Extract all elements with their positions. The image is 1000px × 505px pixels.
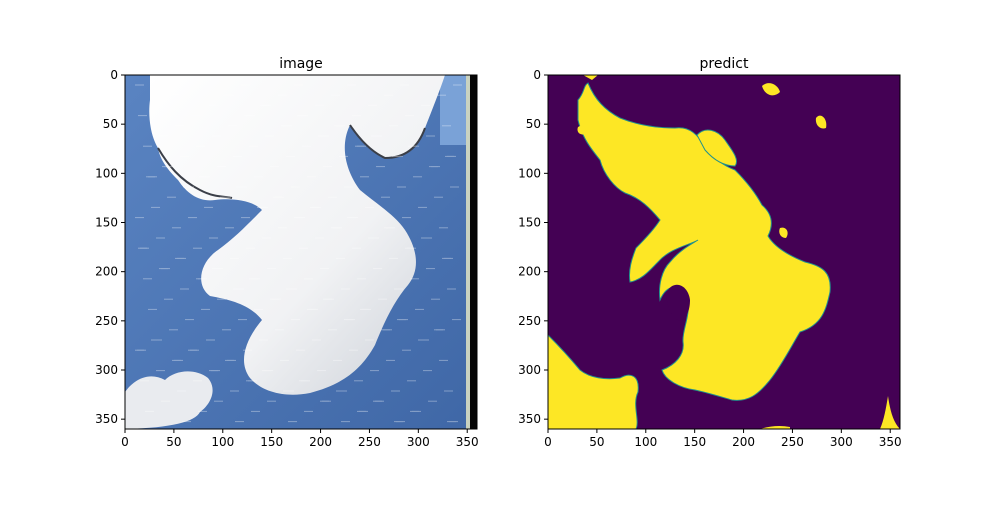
predict-xtick-label: 350	[879, 435, 902, 449]
mask-bottom-right-strip	[880, 396, 900, 429]
image-ytick-label: 350	[95, 412, 118, 426]
mask-bottom-left-region	[548, 334, 639, 429]
predict-xtick-label: 250	[781, 435, 804, 449]
image-xtick-label: 0	[121, 435, 129, 449]
image-ytick-label: 250	[95, 314, 118, 328]
predict-xtick-label: 50	[589, 435, 604, 449]
image-xtick-label: 50	[166, 435, 181, 449]
main-cloud	[149, 75, 446, 395]
small-cloud	[125, 371, 213, 429]
predict-xtick-label: 200	[732, 435, 755, 449]
image-panel: image 0 50 100 150 200 250 300 3500501001502002…	[95, 56, 479, 449]
mask-bottom-edge	[760, 425, 790, 429]
image-ytick-label: 200	[95, 265, 118, 279]
predict-xtick-label: 300	[830, 435, 853, 449]
cloud-shadow-edge	[157, 147, 233, 199]
image-ytick-label: 0	[110, 68, 118, 82]
predict-axes-frame	[547, 74, 901, 430]
predict-panel: predict 0 50 100 150 200 250 300 35005010015020…	[518, 56, 902, 449]
predict-ytick-label: 300	[518, 363, 541, 377]
image-ytick-label: 300	[95, 363, 118, 377]
predict-ytick-label: 0	[533, 68, 541, 82]
image-title: image	[279, 56, 323, 72]
scan-noise	[135, 84, 462, 423]
predict-ytick-label: 150	[518, 216, 541, 230]
image-xtick-label: 300	[407, 435, 430, 449]
image-ytick-label: 150	[95, 216, 118, 230]
predict-xtick-label: 150	[683, 435, 706, 449]
image-ytick-label: 50	[103, 117, 118, 131]
mask-speck-2	[762, 83, 780, 96]
image-xtick-label: 200	[309, 435, 332, 449]
image-xtick-label: 100	[211, 435, 234, 449]
predict-xtick-label: 100	[634, 435, 657, 449]
image-xtick-label: 250	[358, 435, 381, 449]
predict-ytick-label: 100	[518, 166, 541, 180]
mask-speck-3	[779, 227, 788, 238]
mask-island-top	[696, 129, 738, 167]
mask-hole	[666, 284, 690, 321]
predict-content	[548, 75, 900, 429]
image-axes-frame	[124, 74, 478, 430]
predict-ticks: 0 50 100 150 200 250 300 3500501001502002503003…	[518, 68, 902, 449]
predict-ytick-label: 350	[518, 412, 541, 426]
image-content	[125, 75, 477, 429]
predict-xtick-label: 0	[544, 435, 552, 449]
predict-ytick-label: 200	[518, 265, 541, 279]
image-ytick-label: 100	[95, 166, 118, 180]
sky-light-patch	[440, 75, 470, 145]
mask-speck-4	[583, 75, 598, 80]
image-xtick-label: 350	[456, 435, 479, 449]
image-ticks: 0 50 100 150 200 250 300 3500501001502002503003…	[95, 68, 479, 449]
predict-title: predict	[700, 56, 749, 72]
cloud-shadow-edge-right	[349, 124, 426, 160]
predict-ytick-label: 50	[526, 117, 541, 131]
edge-strip-dark	[470, 75, 477, 429]
image-xtick-label: 150	[260, 435, 283, 449]
mask-speck-5	[577, 125, 587, 135]
mask-speck-1	[815, 115, 827, 129]
edge-strip-light	[466, 75, 470, 429]
predict-ytick-label: 250	[518, 314, 541, 328]
